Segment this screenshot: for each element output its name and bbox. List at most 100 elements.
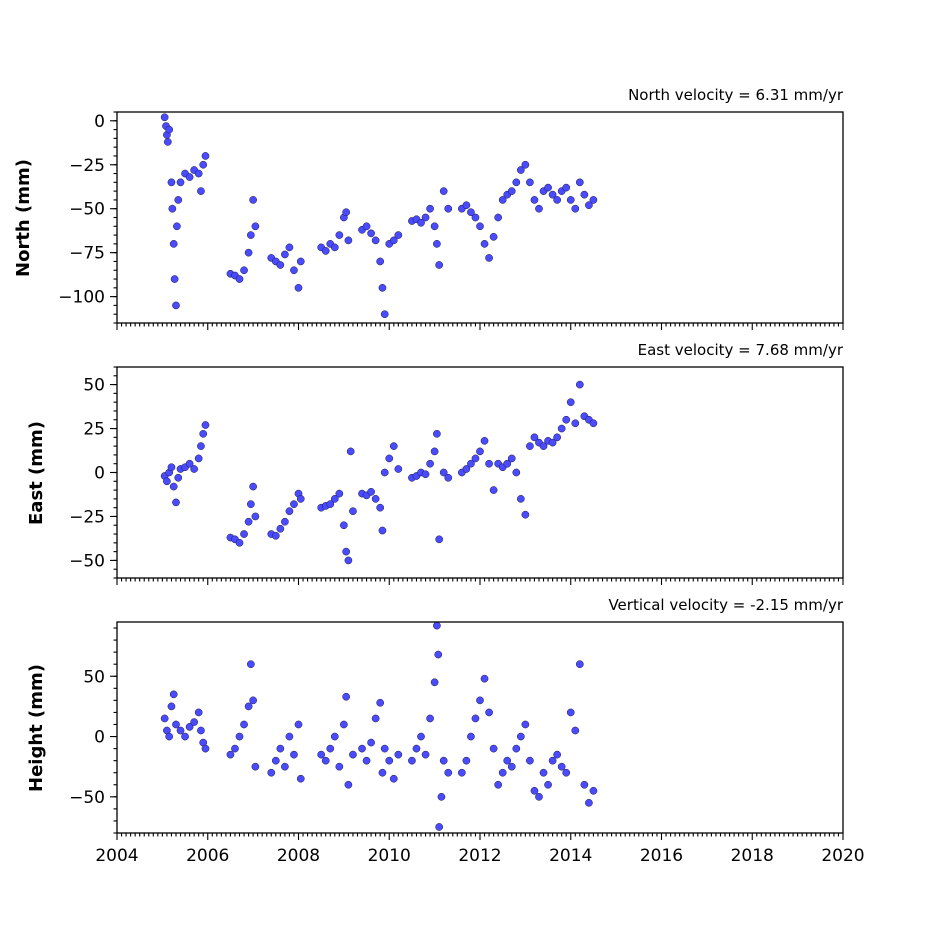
north-data-point bbox=[535, 204, 543, 213]
east-data-point bbox=[380, 468, 389, 477]
east-data-point bbox=[589, 419, 598, 428]
east-data-point bbox=[172, 498, 180, 507]
height-x-tick-label: 2018 bbox=[731, 846, 774, 866]
north-data-point bbox=[526, 178, 534, 187]
height-data-point bbox=[417, 732, 425, 741]
north-data-point bbox=[376, 257, 385, 266]
height-data-point bbox=[489, 744, 498, 753]
height-data-point bbox=[276, 744, 285, 753]
north-data-point bbox=[476, 222, 484, 231]
east-data-point bbox=[476, 447, 484, 456]
east-data-point bbox=[521, 510, 530, 519]
north-data-point bbox=[507, 187, 516, 195]
height-data-point bbox=[476, 696, 484, 705]
north-data-point bbox=[201, 152, 210, 160]
height-data-point bbox=[244, 702, 253, 711]
north-data-point bbox=[321, 247, 330, 255]
height-data-point bbox=[471, 714, 480, 723]
height-data-point bbox=[385, 756, 394, 765]
height-data-point bbox=[181, 732, 189, 741]
height-data-point bbox=[231, 744, 239, 753]
east-data-point bbox=[240, 530, 248, 538]
north-data-point bbox=[512, 178, 521, 187]
east-data-point bbox=[344, 556, 353, 565]
height-data-point bbox=[167, 702, 176, 711]
north-data-point bbox=[489, 232, 498, 241]
north-data-point bbox=[169, 240, 178, 248]
east-data-point bbox=[562, 415, 571, 424]
east-data-point bbox=[251, 512, 260, 521]
north-y-tick-label: 0 bbox=[94, 112, 105, 132]
north-y-tick-label: −100 bbox=[58, 288, 105, 308]
east-y-tick-label: 25 bbox=[83, 420, 105, 440]
height-data-point bbox=[530, 786, 539, 795]
east-panel-title: East velocity = 7.68 mm/yr bbox=[638, 341, 844, 359]
height-data-point bbox=[378, 768, 387, 777]
north-data-point bbox=[433, 240, 441, 248]
height-data-point bbox=[194, 708, 203, 717]
east-data-point bbox=[430, 447, 439, 456]
north-data-point bbox=[380, 310, 389, 319]
north-data-point bbox=[240, 266, 248, 275]
north-data-point bbox=[371, 236, 380, 245]
north-data-point bbox=[548, 190, 557, 199]
east-data-point bbox=[342, 547, 350, 556]
north-data-point bbox=[194, 169, 203, 178]
east-data-point bbox=[575, 380, 584, 389]
east-data-point bbox=[335, 489, 344, 498]
height-data-point bbox=[557, 762, 566, 771]
height-data-point bbox=[389, 774, 398, 783]
height-data-point bbox=[251, 762, 260, 771]
north-data-point bbox=[553, 196, 561, 204]
height-data-point bbox=[516, 732, 525, 741]
north-axes-frame bbox=[116, 111, 844, 324]
height-data-point bbox=[526, 756, 534, 765]
height-panel: Vertical velocity = -2.15 mm/yr Height (… bbox=[26, 596, 865, 866]
north-data-point bbox=[176, 178, 185, 187]
east-data-point bbox=[503, 459, 512, 468]
east-data-point bbox=[378, 526, 387, 535]
north-data-point bbox=[471, 213, 480, 222]
east-data-point bbox=[199, 429, 208, 438]
east-data-point bbox=[566, 398, 575, 407]
east-data-point bbox=[190, 465, 198, 473]
height-data-point bbox=[507, 762, 516, 771]
north-y-tick-label: −50 bbox=[69, 200, 105, 220]
east-data-point bbox=[489, 486, 498, 494]
east-data-point bbox=[367, 487, 375, 496]
north-ticks: 0 −25 −50 −75 −100 bbox=[58, 111, 844, 330]
height-y-tick-label: 50 bbox=[83, 667, 105, 687]
east-data-point bbox=[244, 517, 253, 526]
height-data-point bbox=[444, 768, 453, 777]
east-data-point bbox=[462, 465, 471, 473]
north-data-point bbox=[378, 283, 387, 292]
north-data-point bbox=[170, 275, 179, 283]
east-data-point bbox=[167, 463, 176, 472]
north-data-point bbox=[197, 187, 205, 195]
east-data-point bbox=[371, 495, 380, 503]
height-data-point bbox=[169, 690, 178, 699]
north-data-point bbox=[544, 183, 552, 192]
east-axes-frame bbox=[116, 366, 844, 579]
height-data-point bbox=[544, 780, 552, 789]
height-data-point bbox=[342, 692, 350, 701]
height-x-tick-label: 2012 bbox=[458, 846, 501, 866]
north-data-point bbox=[251, 222, 260, 231]
height-data-point bbox=[553, 750, 561, 759]
height-data-point bbox=[376, 698, 385, 707]
height-x-tick-label: 2008 bbox=[277, 846, 320, 866]
height-data-point bbox=[580, 780, 589, 789]
height-data-point bbox=[294, 720, 303, 729]
east-data-point bbox=[326, 500, 335, 508]
east-data-point bbox=[435, 535, 444, 544]
height-data-point bbox=[480, 674, 489, 683]
north-data-point bbox=[589, 196, 598, 204]
east-data-point bbox=[516, 495, 525, 503]
height-data-point bbox=[317, 750, 326, 759]
north-data-point bbox=[530, 196, 539, 204]
east-data-point bbox=[526, 442, 534, 450]
east-data-point bbox=[480, 437, 489, 445]
north-data-point bbox=[290, 266, 298, 275]
north-data-point bbox=[462, 201, 471, 210]
height-data-point bbox=[426, 714, 434, 723]
